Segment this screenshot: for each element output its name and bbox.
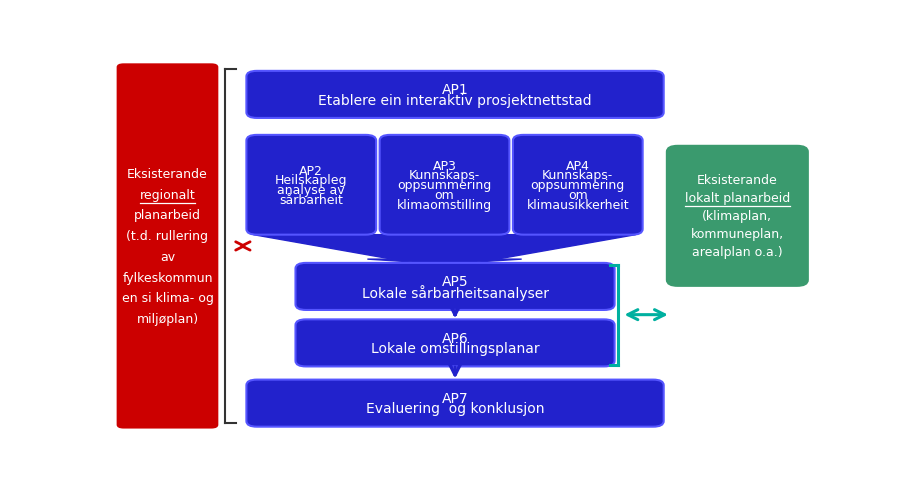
Text: lokalt planarbeid: lokalt planarbeid bbox=[685, 192, 790, 205]
Text: Kunnskaps-: Kunnskaps- bbox=[542, 169, 614, 182]
Text: en si klima- og: en si klima- og bbox=[121, 292, 214, 305]
FancyBboxPatch shape bbox=[667, 147, 807, 286]
Text: regionalt: regionalt bbox=[139, 188, 195, 201]
Text: (klimaplan,: (klimaplan, bbox=[702, 210, 772, 223]
Text: AP2: AP2 bbox=[300, 164, 323, 177]
Text: Kunnskaps-: Kunnskaps- bbox=[409, 169, 481, 182]
FancyBboxPatch shape bbox=[296, 264, 614, 310]
Text: oppsummering: oppsummering bbox=[530, 179, 625, 192]
Polygon shape bbox=[253, 235, 635, 260]
Text: AP5: AP5 bbox=[442, 275, 469, 288]
Text: kommuneplan,: kommuneplan, bbox=[691, 228, 784, 241]
FancyBboxPatch shape bbox=[380, 136, 510, 235]
Text: analyse av: analyse av bbox=[278, 184, 345, 197]
FancyBboxPatch shape bbox=[117, 64, 218, 428]
Text: (t.d. rullering: (t.d. rullering bbox=[127, 230, 208, 243]
Text: klimausikkerheit: klimausikkerheit bbox=[527, 199, 629, 211]
Text: om: om bbox=[568, 189, 587, 202]
Text: Evaluering  og konklusjon: Evaluering og konklusjon bbox=[366, 402, 544, 416]
FancyBboxPatch shape bbox=[246, 72, 663, 119]
Text: AP3: AP3 bbox=[433, 160, 456, 172]
Text: Lokale sårbarheitsanalyser: Lokale sårbarheitsanalyser bbox=[361, 284, 548, 300]
Text: AP6: AP6 bbox=[442, 331, 469, 345]
FancyBboxPatch shape bbox=[246, 136, 376, 235]
Text: sårbarheit: sårbarheit bbox=[280, 194, 343, 206]
Polygon shape bbox=[367, 260, 521, 264]
Text: klimaomstilling: klimaomstilling bbox=[397, 199, 492, 211]
Text: Eksisterande: Eksisterande bbox=[127, 167, 208, 181]
Text: av: av bbox=[160, 250, 175, 263]
Text: oppsummering: oppsummering bbox=[397, 179, 491, 192]
Text: arealplan o.a.): arealplan o.a.) bbox=[692, 246, 783, 259]
Text: Etablere ein interaktiv prosjektnettstad: Etablere ein interaktiv prosjektnettstad bbox=[319, 94, 592, 107]
Text: om: om bbox=[434, 189, 454, 202]
Text: AP7: AP7 bbox=[442, 391, 469, 405]
FancyBboxPatch shape bbox=[513, 136, 643, 235]
Text: fylkeskommun: fylkeskommun bbox=[122, 271, 213, 284]
Text: AP1: AP1 bbox=[442, 83, 469, 97]
Text: miljøplan): miljøplan) bbox=[137, 312, 198, 325]
Text: Heilskapleg: Heilskapleg bbox=[275, 174, 348, 187]
FancyBboxPatch shape bbox=[296, 320, 614, 366]
Text: AP4: AP4 bbox=[566, 160, 590, 172]
FancyBboxPatch shape bbox=[246, 380, 663, 427]
Text: Lokale omstillingsplanar: Lokale omstillingsplanar bbox=[371, 342, 539, 355]
Text: planarbeid: planarbeid bbox=[134, 209, 201, 222]
Text: Eksisterande: Eksisterande bbox=[697, 174, 777, 187]
